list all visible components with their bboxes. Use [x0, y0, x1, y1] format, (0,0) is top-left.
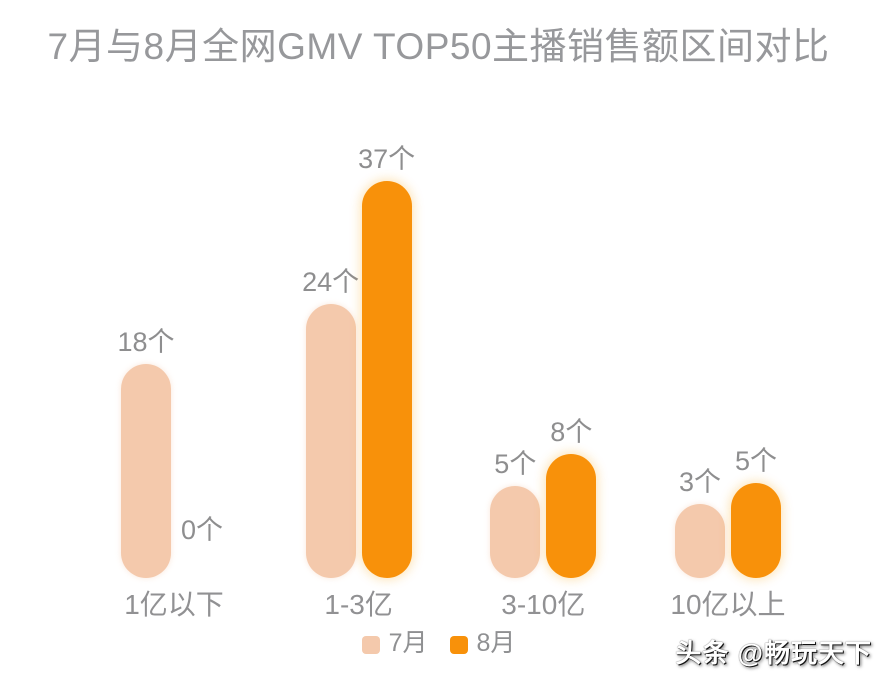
- bar-pair: 3个 5个: [674, 130, 782, 578]
- bar-7月-category-1: [121, 364, 171, 578]
- bar-column-8月-3: 8个: [546, 130, 597, 578]
- legend-label: 7月: [388, 629, 428, 657]
- legend-swatch-icon: [361, 635, 380, 654]
- value-label: 37个: [358, 144, 416, 174]
- bar-7月-category-2: [305, 304, 356, 578]
- bar-column-7月-1: 18个: [117, 130, 175, 578]
- category-label: 1亿以下: [124, 589, 224, 620]
- bar-group-2: 24个 37个 1-3亿: [302, 130, 415, 619]
- value-label: 18个: [117, 327, 175, 357]
- chart-title: 7月与8月全网GMV TOP50主播销售额区间对比: [47, 26, 830, 67]
- bar-pair: 5个 8个: [489, 130, 597, 578]
- value-label: 24个: [302, 267, 360, 297]
- value-label: 0个: [180, 515, 224, 545]
- bar-7月-category-3: [490, 486, 541, 578]
- watermark-text: 头条 @畅玩天下: [675, 638, 872, 668]
- bar-8月-category-4: [730, 483, 781, 578]
- bar-column-7月-3: 5个: [490, 130, 541, 578]
- bar-8月-category-3: [546, 454, 597, 578]
- category-label: 3-10亿: [501, 589, 586, 620]
- bar-column-7月-4: 3个: [674, 130, 725, 578]
- bar-group-1: 18个 0个 1亿以下: [117, 130, 228, 619]
- value-label: 8个: [550, 417, 593, 447]
- bar-pair: 24个 37个: [302, 130, 415, 578]
- bar-group-3: 5个 8个 3-10亿: [489, 130, 597, 619]
- value-label: 5个: [734, 446, 777, 476]
- bar-column-7月-2: 24个: [302, 130, 359, 578]
- bar-7月-category-4: [674, 504, 725, 578]
- category-label: 10亿以上: [670, 589, 786, 620]
- bar-group-4: 3个 5个 10亿以上: [670, 130, 785, 619]
- bar-column-8月-1: 0个: [177, 130, 227, 578]
- legend-swatch-icon: [449, 635, 468, 654]
- bar-pair: 18个 0个: [117, 130, 228, 578]
- plot-area: 18个 0个 1亿以下 24个 37个 1-3亿 5个 8个 3-10亿 3个 5个 10亿以上: [117, 130, 785, 619]
- value-label: 3个: [678, 467, 721, 497]
- value-label: 5个: [494, 449, 537, 479]
- legend-item-7月: 7月: [361, 629, 428, 657]
- legend: 7月 8月: [0, 631, 877, 656]
- bar-8月-category-2: [361, 181, 412, 578]
- bar-column-8月-2: 37个: [358, 130, 415, 578]
- bar-column-8月-4: 5个: [730, 130, 781, 578]
- legend-item-8月: 8月: [449, 629, 516, 657]
- legend-label: 8月: [476, 629, 516, 657]
- category-label: 1-3亿: [324, 589, 393, 620]
